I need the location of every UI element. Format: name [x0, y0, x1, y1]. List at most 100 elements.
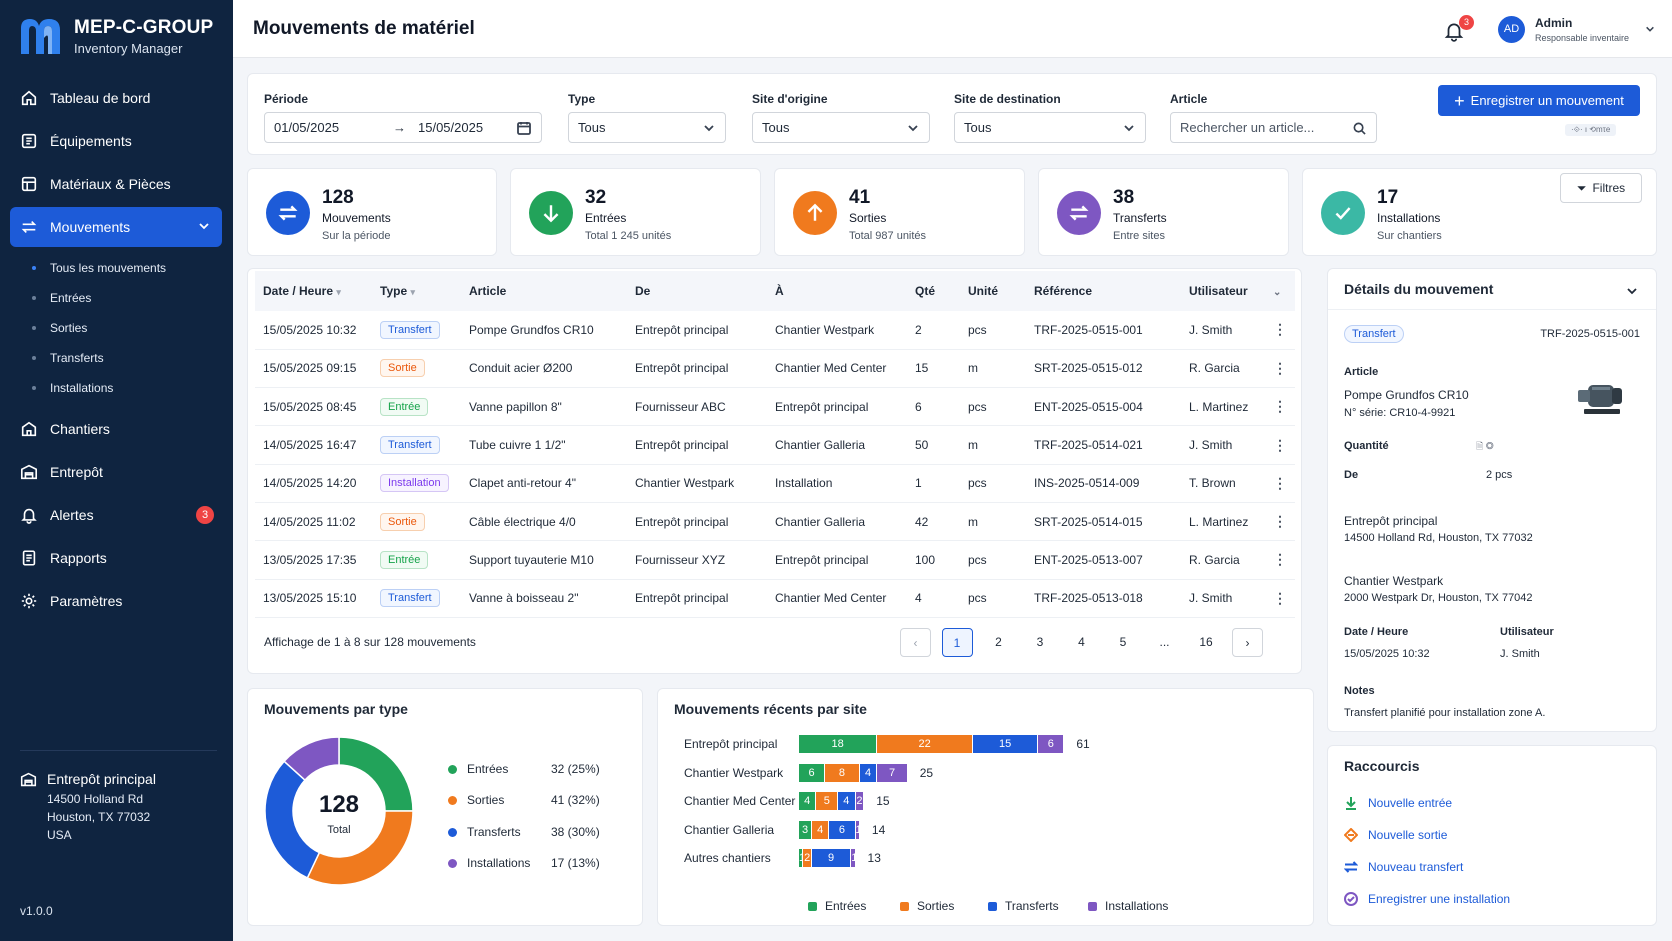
chevron-down-icon[interactable] — [1645, 24, 1655, 34]
table-row[interactable]: 14/05/2025 16:47 Transfert Tube cuivre 1 1… — [255, 425, 1295, 465]
donut-legend-exits: Sorties 41 (32%) — [448, 793, 600, 807]
chevron-down-icon[interactable] — [1626, 285, 1638, 297]
bar-segment[interactable]: 4 — [812, 820, 830, 839]
subnav-item-exits[interactable]: Sorties — [10, 313, 222, 343]
nav-item-reports[interactable]: Rapports — [10, 538, 222, 578]
table-body: 15/05/2025 10:32 Transfert Pompe Grundfos … — [255, 311, 1295, 618]
row-actions-menu[interactable]: ⋮ — [1265, 311, 1295, 350]
table-row[interactable]: 14/05/2025 11:02 Sortie Câble électrique 4… — [255, 502, 1295, 542]
subnav-item-transfers[interactable]: Transferts — [10, 343, 222, 373]
bar-segment[interactable]: 15 — [973, 735, 1039, 753]
row-actions-menu[interactable]: ⋮ — [1265, 464, 1295, 503]
row-actions-menu[interactable]: ⋮ — [1265, 540, 1295, 580]
filters-button[interactable]: ⏷ Filtres — [1560, 173, 1642, 203]
table-row[interactable]: 14/05/2025 14:20 Installation Clapet anti-… — [255, 464, 1295, 503]
pump-image — [1578, 385, 1622, 414]
prev-page-button[interactable]: ‹ — [900, 628, 931, 657]
col-to[interactable]: À — [767, 271, 907, 311]
bar-segment[interactable]: 8 — [825, 763, 860, 782]
cell-to: Chantier Med Center — [767, 579, 907, 618]
next-page-button[interactable]: › — [1232, 628, 1263, 657]
table-row[interactable]: 15/05/2025 09:15 Sortie Conduit acier Ø200… — [255, 349, 1295, 389]
col-type[interactable]: Type ▾ — [372, 271, 461, 311]
nav-item-alerts[interactable]: Alertes 3 — [10, 495, 222, 535]
col-from[interactable]: De — [627, 271, 767, 311]
page-button[interactable]: 2 — [995, 635, 1002, 649]
avatar[interactable]: AD — [1498, 16, 1525, 43]
bar-segment[interactable]: 2 — [803, 849, 813, 867]
bar-segment[interactable]: 4 — [859, 763, 878, 782]
bar-segment[interactable]: 1 — [799, 849, 804, 867]
kpi-icon-circle — [529, 191, 573, 235]
col-qty[interactable]: Qté — [907, 271, 960, 311]
page-button[interactable]: 3 — [1036, 635, 1044, 649]
col-date[interactable]: Date / Heure ▾ — [255, 271, 372, 311]
row-actions-menu[interactable]: ⋮ — [1265, 349, 1295, 389]
shortcut-new-entry[interactable]: Nouvelle entrée — [1344, 796, 1452, 810]
table-row[interactable]: 15/05/2025 08:45 Entrée Vanne papillon 8" F… — [255, 387, 1295, 427]
shortcut-register-installation[interactable]: Enregistrer une installation — [1344, 892, 1510, 906]
row-actions-menu[interactable]: ⋮ — [1265, 387, 1295, 427]
bar-segment[interactable]: 6 — [799, 763, 826, 782]
row-actions-menu[interactable]: ⋮ — [1265, 502, 1295, 542]
bar-segment[interactable]: 5 — [816, 792, 839, 810]
bar-segment[interactable]: 18 — [799, 735, 878, 753]
col-settings[interactable]: ⌄ — [1265, 271, 1295, 311]
nav-item-warehouse[interactable]: Entrepôt — [10, 452, 222, 492]
page-button[interactable]: 4 — [1078, 635, 1085, 649]
col-article[interactable]: Article — [461, 271, 627, 311]
type-select[interactable]: Tous — [568, 112, 726, 143]
article-search-input[interactable]: Rechercher un article... — [1170, 112, 1377, 143]
register-movement-button[interactable]: + Enregistrer un mouvement — [1438, 85, 1640, 116]
cell-reference: ENT-2025-0513-007 — [1026, 540, 1181, 580]
page-button[interactable]: 16 — [1199, 635, 1213, 649]
bar-segment[interactable]: 1 — [855, 820, 860, 839]
bar-segment[interactable]: 2 — [855, 792, 865, 810]
bar-segment[interactable]: 1 — [851, 849, 856, 867]
details-article-label: Article — [1344, 366, 1379, 378]
sort-icon: ▾ — [336, 287, 341, 297]
subnav-item-entries[interactable]: Entrées — [10, 283, 222, 313]
nav-item-parts[interactable]: Matériaux & Pièces — [10, 164, 222, 204]
brand-subtitle: Inventory Manager — [74, 40, 183, 56]
bar-segment[interactable]: 6 — [829, 820, 856, 839]
bar-segment[interactable]: 3 — [799, 820, 813, 839]
bar-segment[interactable]: 4 — [799, 792, 817, 810]
date-range-input[interactable]: 01/05/2025 → 15/05/2025 — [264, 112, 542, 143]
page-button[interactable]: 5 — [1119, 635, 1127, 649]
notification-bell-icon[interactable] — [1443, 20, 1465, 42]
donut-slice-2[interactable] — [264, 760, 321, 879]
nav-item-dashboard[interactable]: Tableau de bord — [10, 78, 222, 118]
col-unit[interactable]: Unité — [960, 271, 1026, 311]
shortcut-new-exit[interactable]: Nouvelle sortie — [1344, 828, 1447, 842]
current-warehouse[interactable]: Entrepôt principal 14500 Holland Rd Hous… — [20, 770, 156, 844]
row-actions-menu[interactable]: ⋮ — [1265, 579, 1295, 618]
row-actions-menu[interactable]: ⋮ — [1265, 425, 1295, 465]
destination-select[interactable]: Tous — [954, 112, 1146, 143]
bar-segment[interactable]: 6 — [1038, 735, 1065, 753]
table-row[interactable]: 13/05/2025 17:35 Entrée Support tuyauterie… — [255, 540, 1295, 580]
bar-segment[interactable]: 7 — [877, 763, 908, 782]
nav-item-sites[interactable]: Chantiers — [10, 409, 222, 449]
brand-logo[interactable]: MEP-C-GROUP Inventory Manager — [18, 16, 213, 56]
col-reference[interactable]: Référence — [1026, 271, 1181, 311]
shortcut-new-transfer[interactable]: Nouveau transfert — [1344, 860, 1463, 874]
origin-select[interactable]: Tous — [752, 112, 930, 143]
parts-icon — [21, 176, 37, 192]
table-row[interactable]: 13/05/2025 15:10 Transfert Vanne à boissea… — [255, 579, 1295, 618]
table-row[interactable]: 15/05/2025 10:32 Transfert Pompe Grundfos … — [255, 311, 1295, 350]
donut-slice-1[interactable] — [306, 810, 414, 886]
nav-item-settings[interactable]: Paramètres — [10, 581, 222, 621]
cell-user: L. Martinez — [1181, 387, 1265, 427]
nav-item-movements[interactable]: Mouvements — [10, 207, 222, 247]
subnav-item-all[interactable]: Tous les mouvements — [10, 253, 222, 283]
page-button[interactable]: 1 — [941, 628, 973, 657]
col-user[interactable]: Utilisateur — [1181, 271, 1265, 311]
bar-segment[interactable]: 22 — [877, 735, 973, 753]
cell-from: Entrepôt principal — [627, 311, 767, 350]
donut-slice-3[interactable] — [283, 736, 340, 782]
nav-item-equipment[interactable]: Équipements — [10, 121, 222, 161]
subnav-item-installations[interactable]: Installations — [10, 373, 222, 403]
bar-segment[interactable]: 9 — [812, 849, 852, 867]
bar-segment[interactable]: 4 — [838, 792, 856, 810]
